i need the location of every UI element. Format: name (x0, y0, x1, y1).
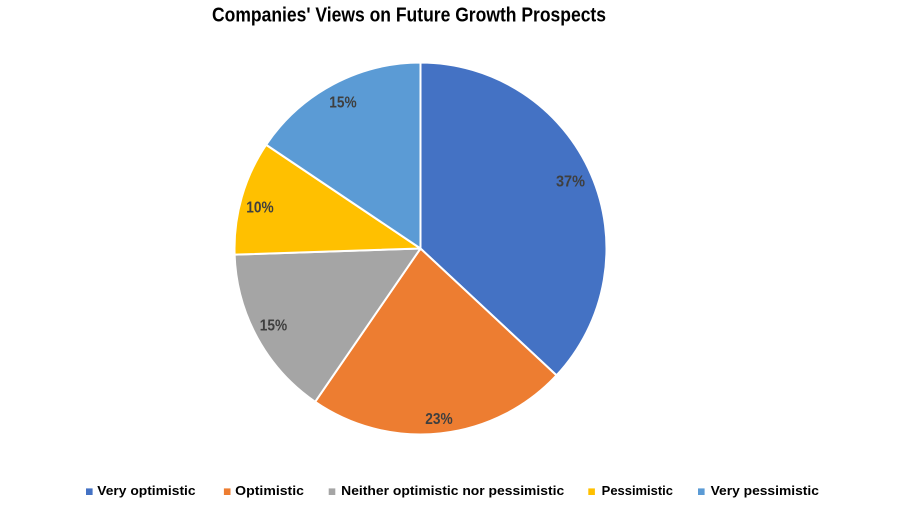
svg-text:10%: 10% (246, 200, 274, 217)
svg-text:37%: 37% (556, 174, 585, 191)
svg-text:15%: 15% (260, 318, 288, 335)
svg-text:23%: 23% (425, 411, 453, 428)
svg-text:Companies' Views on Future Gro: Companies' Views on Future Growth Prospe… (212, 5, 606, 27)
svg-text:Very optimistic: Very optimistic (97, 484, 195, 498)
svg-text:15%: 15% (329, 95, 357, 112)
svg-text:Very pessimistic: Very pessimistic (711, 484, 819, 498)
svg-text:Pessimistic: Pessimistic (602, 484, 673, 498)
svg-text:Neither optimistic nor pessimi: Neither optimistic nor pessimistic (341, 484, 564, 498)
svg-text:Optimistic: Optimistic (235, 484, 304, 498)
